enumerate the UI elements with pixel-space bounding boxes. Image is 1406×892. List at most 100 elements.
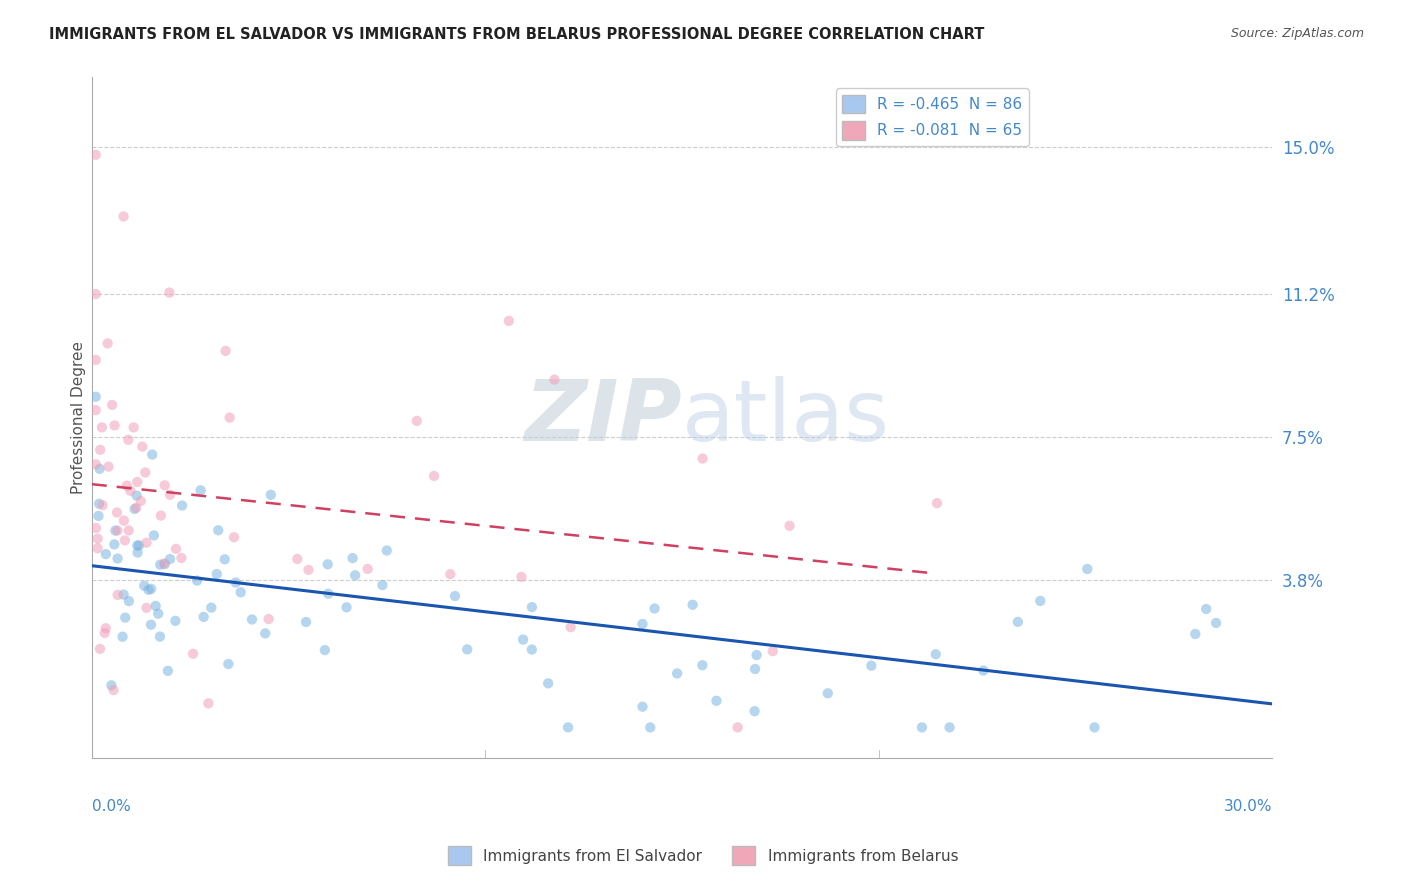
Point (97, 459, 120, 474)
Point (222, 530, 245, 544)
Point (139, 582, 162, 596)
Point (104, 418, 127, 433)
Point (631, 617, 654, 632)
Point (342, 551, 364, 566)
Point (692, 658, 714, 673)
Point (217, 657, 239, 671)
Point (1205, 615, 1227, 630)
Point (938, 720, 960, 734)
Point (498, 314, 520, 328)
Point (120, 483, 142, 498)
Point (149, 558, 172, 572)
Text: atlas: atlas (682, 376, 890, 459)
Point (371, 578, 394, 592)
Legend: Immigrants from El Salvador, Immigrants from Belarus: Immigrants from El Salvador, Immigrants … (441, 840, 965, 871)
Point (285, 552, 308, 566)
Point (94, 547, 117, 561)
Point (112, 588, 135, 602)
Point (84, 403, 107, 417)
Point (181, 647, 204, 661)
Point (214, 343, 236, 358)
Point (193, 610, 215, 624)
Point (87, 508, 110, 523)
Point (225, 575, 247, 590)
Point (745, 648, 768, 662)
Point (257, 612, 280, 626)
Point (86, 541, 108, 556)
Point (214, 552, 236, 566)
Point (165, 614, 187, 628)
Point (139, 617, 162, 632)
Point (375, 543, 398, 558)
Point (779, 518, 801, 533)
Point (860, 658, 883, 673)
Point (911, 720, 934, 734)
Point (104, 524, 127, 538)
Point (207, 524, 229, 538)
Point (925, 647, 948, 661)
Point (131, 440, 153, 454)
Point (153, 557, 176, 571)
Point (127, 475, 149, 489)
Point (142, 528, 165, 542)
Point (89, 497, 111, 511)
Point (97, 336, 120, 351)
Point (229, 585, 252, 599)
Point (316, 558, 339, 572)
Point (128, 538, 150, 552)
Point (112, 514, 135, 528)
Point (640, 720, 662, 734)
Point (744, 662, 766, 676)
Point (127, 539, 149, 553)
Point (84, 458, 107, 472)
Point (537, 676, 560, 690)
Point (295, 615, 318, 629)
Point (145, 599, 167, 613)
Point (86, 532, 108, 546)
Point (1195, 602, 1218, 616)
Point (153, 478, 176, 492)
Point (153, 557, 176, 571)
Point (205, 567, 228, 582)
Text: ZIP: ZIP (524, 376, 682, 459)
Point (762, 644, 785, 658)
Point (423, 469, 446, 483)
Point (125, 500, 148, 515)
Point (314, 643, 336, 657)
Point (1184, 627, 1206, 641)
Point (114, 610, 136, 624)
Point (91, 498, 114, 512)
Point (159, 552, 181, 566)
Point (254, 626, 277, 640)
Point (510, 570, 533, 584)
Point (405, 414, 427, 428)
Point (156, 664, 179, 678)
Point (148, 607, 170, 621)
Point (197, 696, 219, 710)
Point (744, 704, 766, 718)
Point (107, 588, 129, 602)
Point (260, 488, 283, 502)
Point (439, 567, 461, 582)
Point (240, 612, 263, 626)
Point (134, 466, 156, 480)
Point (520, 600, 543, 615)
Point (557, 720, 579, 734)
Point (149, 508, 172, 523)
Point (84, 521, 107, 535)
Point (90, 420, 112, 434)
Point (316, 587, 339, 601)
Point (444, 589, 467, 603)
Point (134, 579, 156, 593)
Text: IMMIGRANTS FROM EL SALVADOR VS IMMIGRANTS FROM BELARUS PROFESSIONAL DEGREE CORRE: IMMIGRANTS FROM EL SALVADOR VS IMMIGRANT… (49, 27, 984, 42)
Point (125, 489, 148, 503)
Point (357, 562, 380, 576)
Point (666, 666, 689, 681)
Point (186, 574, 208, 588)
Point (727, 720, 749, 734)
Point (118, 594, 141, 608)
Point (101, 398, 124, 412)
Point (94, 621, 117, 635)
Point (706, 694, 728, 708)
Text: Source: ZipAtlas.com: Source: ZipAtlas.com (1230, 27, 1364, 40)
